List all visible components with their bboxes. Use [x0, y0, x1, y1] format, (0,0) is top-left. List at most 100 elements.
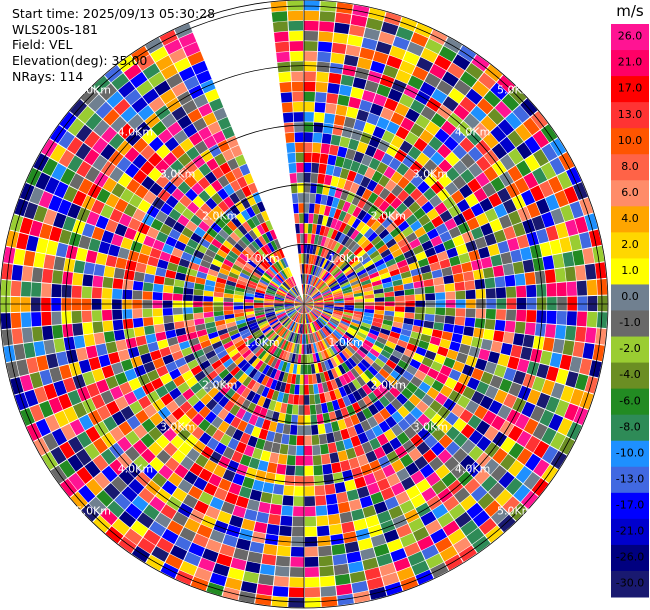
velocity-gate [549, 352, 562, 368]
velocity-gate [289, 310, 297, 319]
velocity-gate [319, 11, 336, 22]
velocity-gate [179, 340, 191, 350]
velocity-gate [189, 509, 205, 524]
velocity-gate [0, 296, 11, 313]
velocity-gate [113, 267, 125, 279]
velocity-gate [301, 304, 304, 314]
velocity-gate [463, 326, 474, 337]
velocity-gate [346, 106, 359, 119]
velocity-gate [383, 529, 400, 543]
velocity-gate [199, 360, 211, 371]
velocity-gate [373, 412, 385, 425]
velocity-gate [322, 311, 332, 316]
velocity-gate [219, 354, 231, 364]
velocity-gate [354, 265, 365, 274]
velocity-gate [460, 455, 475, 471]
velocity-gate [115, 339, 128, 352]
velocity-gate [245, 313, 255, 319]
velocity-gate [357, 209, 367, 221]
velocity-gate [274, 401, 282, 413]
velocity-gate [219, 384, 231, 396]
velocity-gate [190, 214, 202, 226]
velocity-gate [468, 346, 481, 358]
velocity-gate [327, 83, 340, 94]
velocity-gate [495, 309, 506, 320]
velocity-gate [416, 441, 431, 456]
velocity-gate [367, 482, 380, 495]
velocity-gate [321, 328, 329, 337]
velocity-gate [20, 408, 35, 426]
velocity-gate [459, 409, 474, 424]
velocity-gate [275, 293, 285, 298]
velocity-gate [11, 328, 23, 345]
velocity-gate [321, 215, 329, 226]
velocity-gate [376, 263, 387, 272]
velocity-gate [213, 311, 224, 317]
velocity-gate [438, 420, 453, 434]
velocity-gate [356, 349, 367, 359]
velocity-gate [111, 411, 126, 426]
velocity-gate [230, 366, 241, 377]
velocity-gate [412, 66, 429, 81]
velocity-gate [243, 334, 254, 343]
velocity-gate [304, 299, 313, 304]
velocity-gate [300, 314, 303, 324]
velocity-gate [275, 337, 283, 347]
velocity-gate [177, 91, 193, 106]
velocity-gate [361, 441, 373, 454]
velocity-gate [304, 415, 311, 425]
velocity-gate [391, 79, 407, 93]
velocity-gate [214, 253, 225, 263]
velocity-gate [285, 279, 293, 288]
velocity-gate [532, 336, 545, 350]
velocity-gate [269, 282, 279, 289]
velocity-gate [72, 190, 87, 207]
velocity-gate [317, 423, 326, 435]
velocity-gate [317, 256, 323, 267]
velocity-gate [290, 343, 296, 353]
range-ring-label: 3.0Km [413, 168, 448, 181]
velocity-gate [61, 298, 71, 311]
velocity-gate [240, 235, 251, 246]
velocity-gate [362, 557, 379, 571]
velocity-gate [442, 96, 459, 112]
velocity-gate [312, 213, 319, 224]
elevation-label: Elevation(deg): 35.00 [12, 53, 148, 68]
velocity-gate [396, 523, 412, 538]
velocity-gate [389, 268, 400, 277]
velocity-gate [476, 156, 491, 172]
velocity-gate [392, 514, 408, 529]
velocity-gate [191, 426, 205, 440]
velocity-gate [439, 545, 458, 562]
velocity-gate [310, 322, 316, 333]
velocity-gate [366, 17, 383, 31]
velocity-gate [248, 277, 259, 284]
velocity-gate [111, 476, 128, 493]
velocity-gate [364, 298, 375, 303]
velocity-gate [552, 338, 565, 354]
velocity-gate [273, 263, 281, 272]
velocity-gate [344, 347, 353, 357]
velocity-gate [407, 551, 425, 566]
velocity-gate [332, 166, 342, 178]
velocity-gate [52, 270, 63, 284]
velocity-gate [82, 223, 95, 238]
velocity-gate [235, 213, 246, 224]
velocity-gate [360, 279, 372, 286]
velocity-gate [24, 389, 39, 407]
velocity-gate [310, 311, 317, 320]
velocity-gate [209, 572, 227, 587]
range-ring-label: 2.0Km [202, 210, 237, 223]
velocity-gate [273, 484, 284, 495]
velocity-gate [459, 184, 473, 199]
velocity-gate [212, 130, 226, 144]
velocity-gate [304, 476, 314, 486]
velocity-gate [202, 232, 214, 243]
velocity-gate [265, 270, 275, 279]
velocity-gate [430, 180, 444, 194]
velocity-gate [222, 224, 234, 236]
velocity-gate [431, 479, 447, 495]
velocity-gate [302, 274, 304, 284]
velocity-gate [343, 251, 353, 261]
velocity-gate [178, 32, 197, 48]
